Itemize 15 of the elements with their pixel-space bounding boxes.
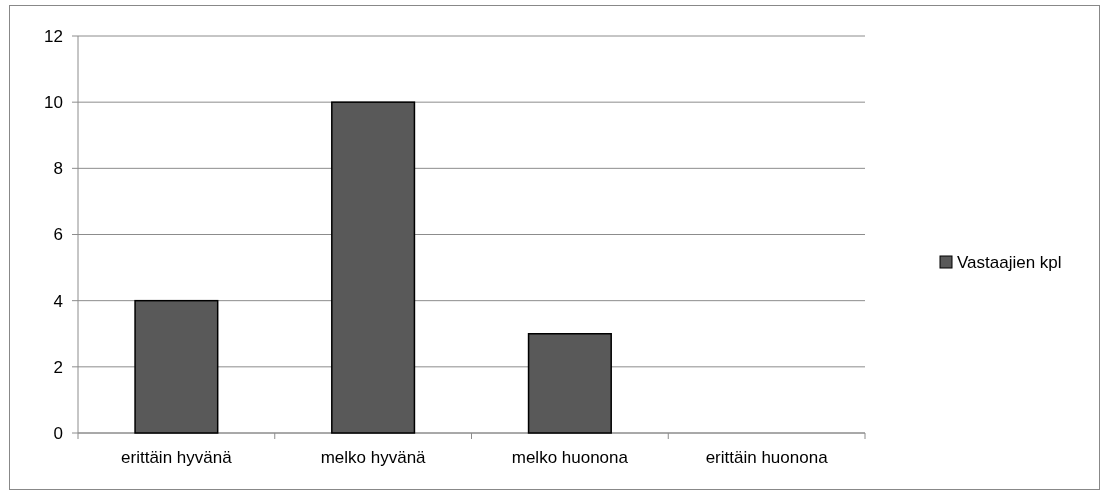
x-tick-label: erittäin hyvänä — [121, 448, 233, 467]
y-tick-label: 6 — [53, 225, 63, 245]
bar — [331, 101, 416, 434]
y-tick-label: 4 — [53, 291, 63, 311]
bar — [134, 299, 219, 434]
y-tick-label: 8 — [53, 159, 63, 179]
y-tick-label: 12 — [44, 26, 63, 46]
y-tick-label: 10 — [44, 93, 63, 113]
x-tick-label: melko huonona — [511, 448, 629, 467]
x-tick-label: melko hyvänä — [320, 448, 427, 467]
x-tick-label: erittäin huonona — [705, 448, 829, 467]
legend-label: Vastaajien kpl — [957, 252, 1062, 272]
y-tick-label: 2 — [53, 357, 63, 377]
y-tick-label: 0 — [53, 423, 63, 443]
bar — [527, 333, 612, 434]
